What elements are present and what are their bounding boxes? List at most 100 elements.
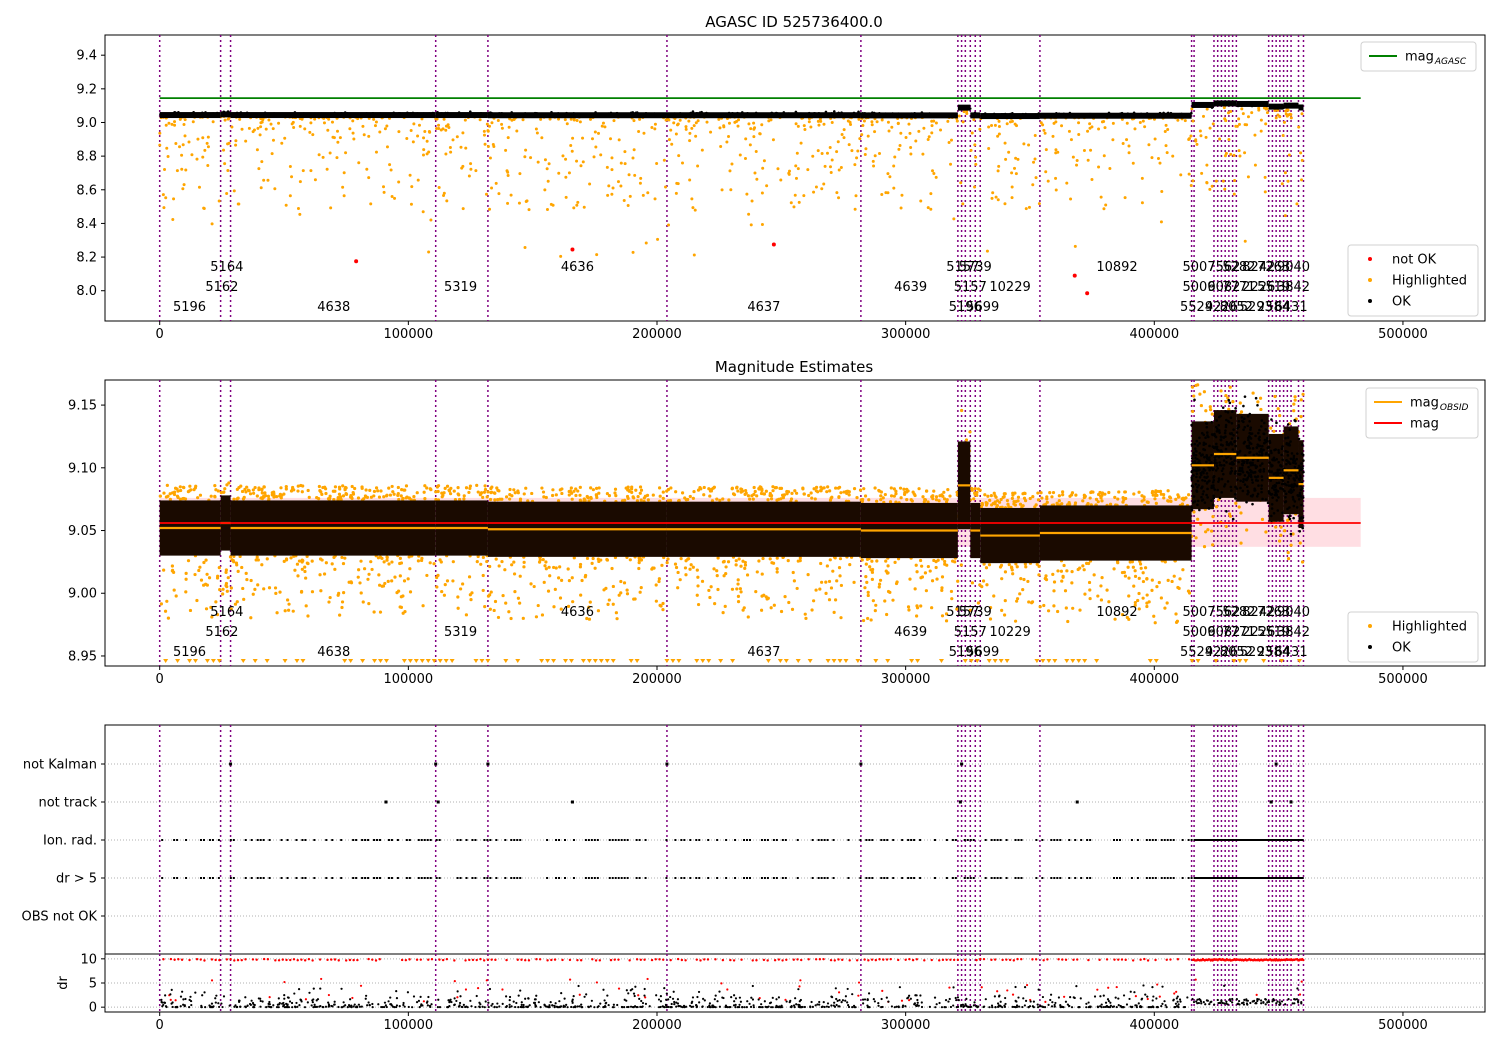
ok-point (810, 112, 814, 116)
highlighted-point (755, 177, 759, 181)
highlighted-point (428, 561, 432, 565)
highlighted-point (362, 497, 366, 501)
flag-point (584, 839, 587, 841)
highlighted-point (481, 555, 485, 560)
dr-red-point (785, 958, 788, 961)
flag-point (313, 839, 316, 841)
highlighted-point (1232, 153, 1236, 157)
ok-point (223, 112, 226, 116)
highlighted-point (296, 207, 300, 211)
ok-point (1011, 112, 1014, 115)
highlighted-point (235, 497, 239, 501)
highlighted-point (224, 583, 228, 588)
highlighted-point (1083, 592, 1087, 596)
flag-point (1194, 839, 1197, 841)
highlighted-point (1176, 118, 1180, 122)
dr-red-point (378, 958, 381, 961)
dr-red-point (326, 958, 329, 962)
flag-point (1154, 877, 1157, 879)
ok-point (1221, 406, 1225, 409)
highlighted-point (518, 601, 522, 605)
obsid-label: 5739 (959, 260, 992, 275)
dr-red-point (274, 959, 277, 962)
highlighted-point (979, 505, 984, 509)
highlighted-point (657, 577, 661, 581)
highlighted-point (744, 488, 748, 493)
highlighted-point (240, 489, 245, 494)
highlighted-point (303, 127, 307, 131)
ok-point (713, 114, 717, 118)
ok-point (1230, 422, 1234, 425)
highlighted-point (1153, 137, 1157, 141)
highlighted-point (807, 493, 811, 498)
flag-point (1298, 839, 1301, 841)
highlighted-point (921, 152, 925, 156)
ok-point (1255, 494, 1259, 498)
highlighted-point (1099, 584, 1103, 588)
flag-point (1248, 839, 1251, 841)
ok-point (302, 113, 306, 117)
highlighted-point (1138, 562, 1143, 566)
flag-point (232, 839, 235, 841)
highlighted-point (284, 203, 288, 207)
highlighted-point (1102, 207, 1106, 211)
dr-red-point (945, 958, 948, 962)
highlighted-point (359, 591, 363, 595)
dr-red-point (867, 959, 870, 962)
highlighted-point (820, 152, 824, 156)
ok-point (1302, 459, 1305, 462)
highlighted-point (350, 496, 354, 500)
ok-point (1217, 429, 1221, 432)
highlighted-point (476, 490, 480, 494)
highlighted-point (1022, 142, 1026, 146)
ok-point (1190, 506, 1193, 509)
highlighted-point (207, 576, 212, 580)
highlighted-point (1077, 132, 1081, 136)
ok-point (1248, 412, 1252, 416)
legend (1347, 244, 1479, 317)
highlighted-point (662, 158, 666, 162)
highlighted-point (886, 172, 890, 176)
highlighted-point (1044, 574, 1048, 578)
flag-point (555, 877, 558, 879)
dr-red-point (268, 996, 271, 999)
flag-point (1068, 839, 1071, 841)
ok-point (1208, 444, 1211, 448)
highlighted-point (221, 592, 225, 596)
ok-point (1206, 496, 1209, 499)
flag-point (1225, 839, 1228, 841)
highlighted-point (761, 166, 765, 170)
ok-point (1205, 472, 1209, 475)
highlighted-point (158, 143, 162, 147)
dr-red-point (650, 958, 654, 962)
y-tick-label: 9.00 (68, 587, 97, 602)
flag-point (1208, 839, 1211, 841)
highlighted-point (835, 191, 839, 195)
highlighted-point (181, 143, 185, 147)
highlighted-point (451, 579, 455, 583)
ok-point (579, 112, 582, 116)
highlighted-point (900, 193, 904, 197)
flag-point (945, 877, 948, 879)
highlighted-point (752, 127, 756, 131)
highlighted-point (1088, 596, 1092, 601)
dr-red-point (1113, 958, 1116, 961)
highlighted-point (382, 560, 386, 564)
highlighted-point (188, 608, 193, 613)
highlighted-point (628, 558, 632, 562)
highlighted-point (926, 137, 930, 141)
ok-point (1228, 401, 1232, 405)
highlighted-point (585, 494, 589, 499)
highlighted-point (381, 584, 386, 588)
highlighted-point (1051, 134, 1055, 138)
flag-point (1201, 877, 1204, 879)
flag-point (1145, 877, 1148, 879)
highlighted-point (825, 490, 829, 494)
ok-point (1215, 442, 1218, 446)
flag-point (910, 877, 913, 879)
dr-red-point (441, 958, 445, 962)
highlighted-point (344, 151, 348, 155)
flag-point (1284, 839, 1287, 841)
highlighted-point (252, 491, 256, 495)
flag-point (1050, 839, 1053, 841)
